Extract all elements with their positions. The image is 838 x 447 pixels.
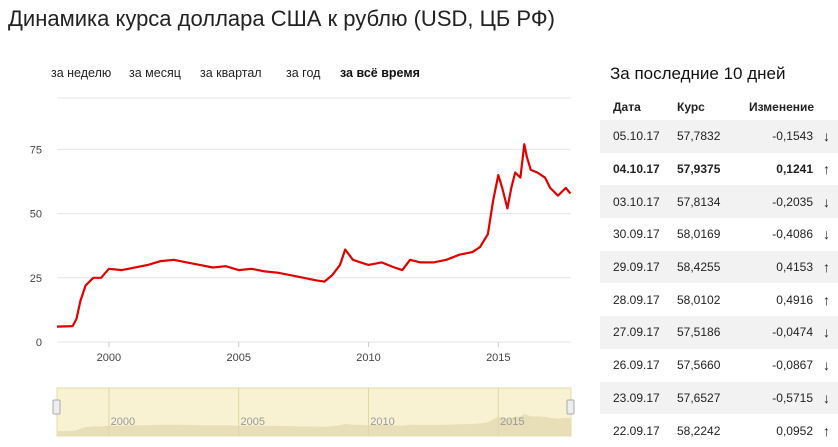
usd-rate-line <box>56 143 572 328</box>
row-date: 28.09.17 <box>613 292 660 307</box>
row-rate: 58,4255 <box>677 250 749 284</box>
range-navigator[interactable]: 2000 2005 2010 2015 <box>0 380 590 447</box>
table-row: 22.09.17 58,2242 0,0952 ↑ <box>600 414 838 447</box>
row-rate: 58,0102 <box>677 292 721 307</box>
row-date: 22.09.17 <box>613 423 660 438</box>
tab-quarter[interactable]: за квартал <box>200 66 262 80</box>
arrow-up-icon: ↑ <box>815 250 838 284</box>
x-tick-label: 2015 <box>486 352 510 364</box>
row-date: 27.09.17 <box>600 316 677 349</box>
x-axis-labels: 2000 2005 2010 2015 <box>97 342 511 364</box>
header-date: Дата <box>613 100 641 114</box>
row-date: 30.09.17 <box>613 227 660 242</box>
row-change: -0,0867 <box>772 358 813 373</box>
navigator-right-handle[interactable] <box>566 399 575 415</box>
y-tick-label: 75 <box>30 144 42 156</box>
row-date: 03.10.17 <box>600 185 677 219</box>
table-row: 28.09.17 58,0102 0,4916 ↑ <box>600 283 838 316</box>
navigator-tick-label: 2010 <box>370 416 394 428</box>
tab-all-time[interactable]: за всё время <box>340 66 420 80</box>
y-tick-label: 50 <box>30 209 42 221</box>
table-row: 30.09.17 58,0169 -0,4086 ↓ <box>600 218 838 251</box>
row-date: 29.09.17 <box>600 250 677 284</box>
table-row: 23.09.17 57,6527 -0,5715 ↓ <box>600 381 838 415</box>
table-row: 27.09.17 57,5186 -0,0474 ↓ <box>600 316 838 349</box>
navigator-tick-label: 2000 <box>111 416 135 428</box>
arrow-up-icon: ↑ <box>823 422 830 439</box>
period-tabs: за неделю за месяц за квартал за год за … <box>0 66 440 84</box>
arrow-down-icon: ↓ <box>815 316 838 349</box>
chart-grid <box>57 97 571 343</box>
table-row: 05.10.17 57,7832 -0,1543 ↓ <box>600 120 838 153</box>
header-change: Изменение <box>749 100 815 114</box>
row-date: 23.09.17 <box>600 381 677 415</box>
header-rate: Курс <box>677 100 705 114</box>
table-row: 04.10.17 57,9375 0,1241 ↑ <box>600 153 838 186</box>
row-rate: 57,6527 <box>677 381 749 415</box>
row-change: 0,4916 <box>776 292 813 307</box>
rate-chart[interactable]: 0 25 50 75 2000 2005 2010 2015 <box>0 90 590 370</box>
row-rate: 57,5660 <box>677 358 721 373</box>
rates-table: Дата Курс Изменение 05.10.17 57,7832 -0,15… <box>600 94 838 447</box>
last-10-days-title: За последние 10 дней <box>610 64 786 83</box>
arrow-up-icon: ↑ <box>823 291 830 308</box>
row-change: -0,2035 <box>749 185 815 219</box>
row-change: 0,0952 <box>776 423 813 438</box>
row-rate: 57,5186 <box>677 316 749 349</box>
table-row: 29.09.17 58,4255 0,4153 ↑ <box>600 250 838 284</box>
arrow-up-icon: ↑ <box>823 161 830 178</box>
row-rate: 58,2242 <box>677 423 721 438</box>
arrow-down-icon: ↓ <box>815 381 838 415</box>
row-change: -0,4086 <box>772 227 813 242</box>
arrow-down-icon: ↓ <box>823 357 830 374</box>
x-tick-label: 2010 <box>356 352 380 364</box>
x-tick-label: 2000 <box>97 352 121 364</box>
row-rate: 57,7832 <box>677 120 749 153</box>
tab-year[interactable]: за год <box>286 66 321 80</box>
tab-month[interactable]: за месяц <box>129 66 181 80</box>
row-change: 0,4153 <box>749 250 815 284</box>
tab-week[interactable]: за неделю <box>51 66 112 80</box>
row-change: -0,0474 <box>749 316 815 349</box>
row-date: 26.09.17 <box>613 358 660 373</box>
navigator-tick-label: 2015 <box>500 416 524 428</box>
row-change: 0,1241 <box>776 162 813 177</box>
x-tick-label: 2005 <box>226 352 250 364</box>
table-header: Дата Курс Изменение <box>600 94 838 120</box>
table-row: 26.09.17 57,5660 -0,0867 ↓ <box>600 349 838 382</box>
navigator-tick-label: 2005 <box>240 416 264 428</box>
y-tick-label: 25 <box>30 273 42 285</box>
y-tick-label: 0 <box>36 337 42 349</box>
row-change: -0,5715 <box>749 381 815 415</box>
row-rate: 57,8134 <box>677 185 749 219</box>
arrow-down-icon: ↓ <box>823 226 830 243</box>
row-rate: 57,9375 <box>677 162 721 177</box>
table-row: 03.10.17 57,8134 -0,2035 ↓ <box>600 185 838 219</box>
navigator-axis-labels: 2000 2005 2010 2015 <box>108 388 525 436</box>
page-title: Динамика курса доллара США к рублю (USD,… <box>8 6 555 31</box>
arrow-down-icon: ↓ <box>815 120 838 153</box>
arrow-down-icon: ↓ <box>815 185 838 219</box>
row-rate: 58,0169 <box>677 227 721 242</box>
navigator-left-handle[interactable] <box>52 399 61 415</box>
row-change: -0,1543 <box>749 120 815 153</box>
row-date: 05.10.17 <box>600 120 677 153</box>
navigator-area <box>57 413 571 436</box>
row-date: 04.10.17 <box>613 162 660 177</box>
y-axis-labels: 0 25 50 75 <box>30 144 42 349</box>
